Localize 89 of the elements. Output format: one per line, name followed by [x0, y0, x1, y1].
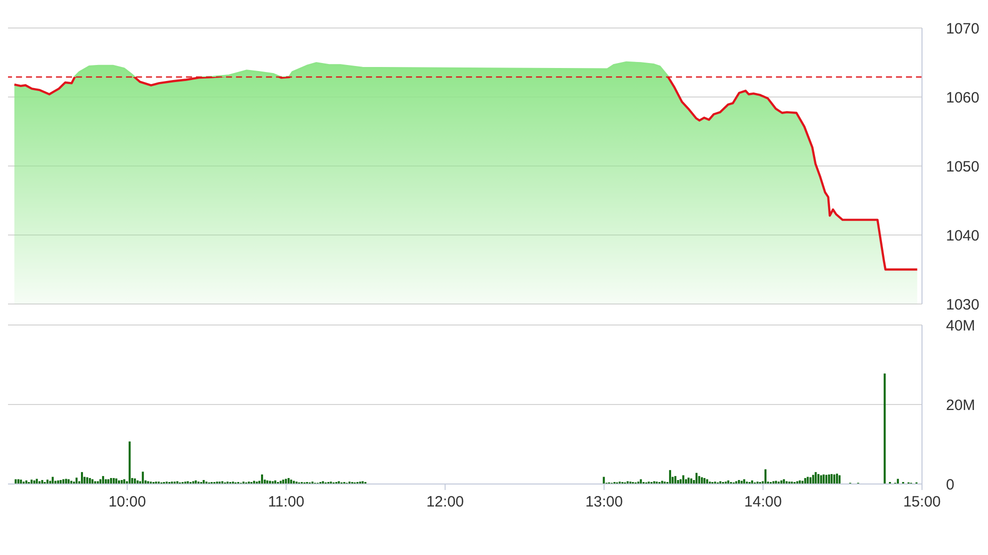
bar	[142, 472, 144, 484]
bar	[640, 479, 642, 484]
bar	[688, 478, 690, 484]
y-tick-label: 1050	[946, 158, 980, 176]
bar	[698, 476, 700, 484]
bar	[782, 479, 785, 484]
bar	[112, 478, 115, 484]
bar	[38, 481, 41, 484]
bar	[820, 475, 822, 484]
bar	[30, 480, 33, 484]
bar	[46, 480, 48, 484]
bar	[52, 476, 54, 484]
bar	[290, 480, 292, 484]
bar	[20, 480, 22, 484]
y-tick-label: 1030	[946, 296, 980, 314]
y-tick-label: 20M	[946, 396, 976, 414]
bar	[602, 476, 605, 484]
bar	[706, 479, 708, 484]
bar	[812, 474, 814, 484]
bar	[102, 476, 104, 484]
bar	[743, 479, 746, 484]
bar	[626, 481, 629, 484]
bar	[674, 476, 676, 484]
bar	[653, 481, 656, 484]
y-tick-label: 1070	[946, 20, 980, 38]
bar	[14, 479, 17, 484]
bar	[288, 478, 290, 484]
y-tick-label: 0	[946, 476, 954, 494]
bar	[176, 481, 178, 484]
bar	[261, 474, 264, 484]
bar	[91, 479, 94, 484]
bar	[809, 477, 812, 484]
bar	[830, 474, 833, 484]
bar	[322, 481, 324, 484]
x-tick-label: 10:00	[108, 494, 146, 511]
bar	[680, 479, 682, 484]
bar	[186, 481, 189, 484]
bar	[272, 481, 274, 484]
bar	[362, 481, 364, 484]
bar	[107, 479, 110, 484]
bar	[86, 477, 88, 484]
bar	[822, 474, 825, 484]
bar	[669, 470, 672, 484]
bar	[719, 481, 722, 484]
bar	[703, 478, 706, 484]
bar	[695, 472, 698, 484]
x-tick-label: 11:00	[268, 494, 304, 511]
bar	[80, 472, 83, 484]
y-tick-label: 1040	[946, 227, 980, 244]
bar	[192, 481, 194, 484]
bar	[772, 481, 774, 484]
x-tick-label: 12:00	[426, 494, 464, 511]
bar	[338, 481, 340, 484]
bar	[128, 441, 131, 484]
bar	[682, 475, 684, 484]
bar	[94, 481, 96, 484]
bar	[684, 479, 687, 484]
bar	[104, 479, 107, 484]
bar	[96, 481, 99, 484]
x-tick-label: 15:00	[903, 494, 941, 511]
bar	[884, 373, 886, 484]
bar	[110, 478, 112, 484]
x-tick-label: 13:00	[585, 494, 623, 511]
bar	[700, 477, 703, 484]
bar	[804, 478, 806, 484]
bar	[76, 478, 78, 484]
bar	[796, 481, 798, 484]
bar	[99, 479, 102, 484]
bar	[806, 476, 809, 484]
bar	[17, 479, 20, 484]
x-tick-label: 14:00	[744, 494, 782, 511]
bar	[147, 481, 150, 484]
bar	[123, 479, 126, 484]
bar	[817, 474, 820, 484]
bar	[828, 474, 830, 484]
bar	[764, 469, 766, 484]
bar	[68, 479, 70, 484]
bar	[814, 472, 817, 484]
bar	[838, 475, 841, 484]
bar	[88, 478, 91, 484]
bar	[282, 480, 284, 484]
bar	[833, 474, 836, 484]
bar	[221, 481, 224, 484]
bar	[786, 481, 788, 484]
y-tick-label: 1060	[946, 89, 980, 106]
bar	[836, 474, 838, 484]
bar	[825, 474, 828, 484]
y-tick-label: 40M	[946, 317, 976, 334]
bar	[735, 481, 738, 484]
